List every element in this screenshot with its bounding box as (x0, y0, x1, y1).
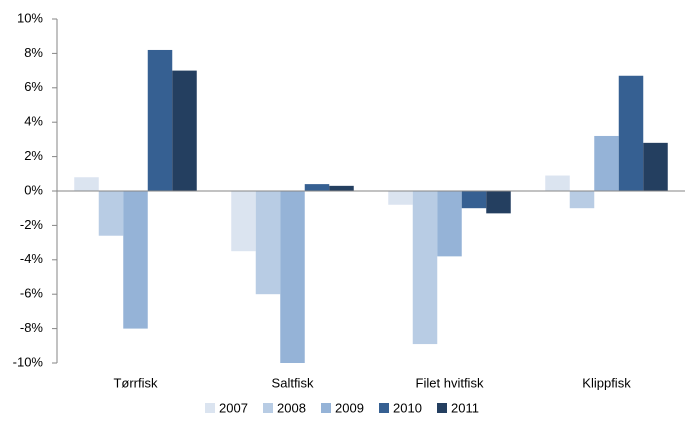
bar (329, 185, 354, 191)
y-tick-label: -2% (20, 217, 44, 232)
bar (486, 191, 511, 214)
x-tick-label: Klippfisk (582, 375, 631, 390)
legend-label: 2010 (393, 400, 422, 415)
y-tick-label: 10% (17, 10, 43, 25)
legend-label: 2007 (219, 400, 248, 415)
legend-swatch (263, 403, 273, 413)
y-tick-label: 2% (24, 148, 43, 163)
bar (388, 191, 413, 205)
bar (569, 191, 595, 209)
bar (172, 70, 197, 191)
bar (594, 135, 619, 191)
legend-swatch (379, 403, 389, 413)
bar (255, 191, 281, 295)
bar (147, 49, 173, 192)
bar (74, 177, 99, 191)
bar (231, 191, 256, 252)
bar (412, 191, 438, 345)
bar (304, 184, 330, 191)
bar (545, 175, 570, 191)
y-tick-label: 4% (24, 114, 43, 129)
legend-label: 2008 (277, 400, 306, 415)
y-tick-label: 8% (24, 45, 43, 60)
bar (98, 191, 124, 236)
y-tick-label: -4% (20, 251, 44, 266)
x-tick-label: Filet hvitfisk (416, 375, 484, 390)
legend-label: 2009 (335, 400, 364, 415)
x-tick-label: Saltfisk (272, 375, 314, 390)
legend-swatch (205, 403, 215, 413)
y-tick-label: 6% (24, 79, 43, 94)
y-tick-label: -8% (20, 320, 44, 335)
legend-swatch (437, 403, 447, 413)
y-tick-label: 0% (24, 182, 43, 197)
legend-swatch (321, 403, 331, 413)
y-tick-label: -10% (13, 354, 44, 369)
x-tick-label: Tørrfisk (113, 375, 158, 390)
bar (618, 75, 644, 191)
y-tick-label: -6% (20, 286, 44, 301)
bar (437, 191, 462, 257)
legend-label: 2011 (451, 400, 479, 415)
bar (643, 142, 668, 191)
bar (123, 191, 148, 329)
bar (461, 191, 487, 209)
bar (280, 191, 305, 363)
